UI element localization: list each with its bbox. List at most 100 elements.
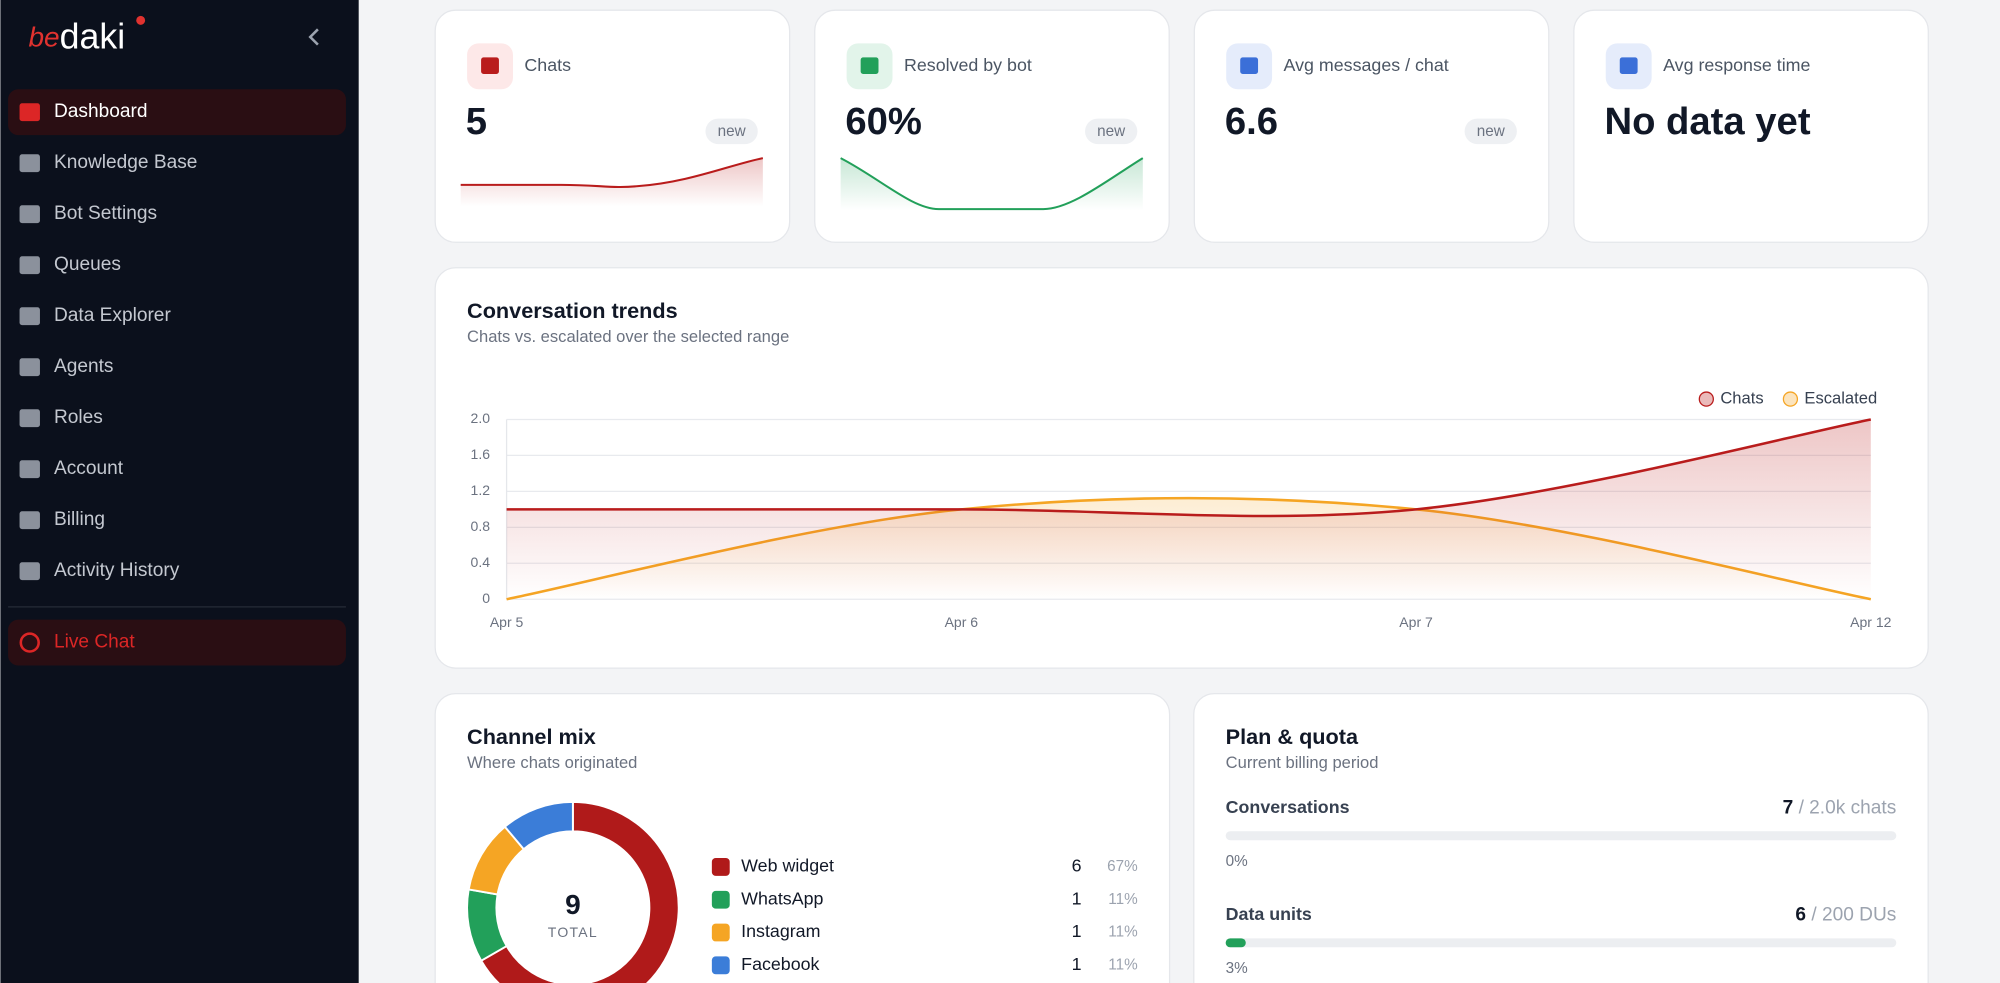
legend-share: 11% <box>1108 924 1138 941</box>
kpi-label: Avg response time <box>1663 55 1810 75</box>
legend-share: 67% <box>1107 858 1138 875</box>
chart-subtitle: Where chats originated <box>467 753 637 772</box>
nav-item[interactable]: Bot Settings <box>54 203 157 224</box>
quota-track <box>1225 938 1897 948</box>
legend-count: 1 <box>1072 921 1082 941</box>
quota-percent: 3% <box>1226 960 1248 977</box>
nav-item[interactable]: Dashboard <box>54 101 148 122</box>
kpi-card <box>814 9 1170 243</box>
collapse-button[interactable] <box>308 28 319 46</box>
kpi-icon <box>860 57 879 74</box>
chart-subtitle: Chats vs. escalated over the selected ra… <box>467 327 789 346</box>
sparkline <box>840 157 1144 211</box>
badge: new <box>1477 123 1506 140</box>
badge-bg <box>1085 118 1138 145</box>
kpi-label: Resolved by bot <box>904 55 1032 75</box>
legend-swatch <box>711 956 730 975</box>
legend-label: Instagram <box>741 921 820 941</box>
donut-segment <box>479 800 680 983</box>
legend-share: 11% <box>1108 891 1138 908</box>
kpi-value: 5 <box>466 100 487 143</box>
badge: new <box>718 123 747 140</box>
nav-icon <box>19 511 40 530</box>
chart-card <box>434 692 1171 983</box>
x-tick-label: Apr 7 <box>1399 614 1433 630</box>
nav-item[interactable]: Account <box>54 458 124 479</box>
badge: new <box>1097 123 1126 140</box>
legend-swatch <box>711 890 730 909</box>
donut-total: 9 <box>565 889 581 920</box>
live-chat[interactable]: Live Chat <box>54 632 135 653</box>
chart-title: Channel mix <box>467 724 596 749</box>
nav-icon <box>19 307 40 326</box>
nav-item[interactable]: Agents <box>54 356 114 377</box>
plan-subtitle: Current billing period <box>1226 753 1379 772</box>
quota-limit: / 200 DUs <box>1811 904 1896 925</box>
legend-label: Facebook <box>741 954 819 974</box>
chart-title: Conversation trends <box>467 298 678 323</box>
donut-segment <box>503 800 574 851</box>
series-area <box>506 419 1871 600</box>
nav-item[interactable]: Knowledge Base <box>54 152 197 173</box>
quota-usage: 7 / 2.0k chats <box>1783 797 1897 818</box>
nav-active-bg <box>8 89 346 136</box>
live-chat-icon <box>19 632 40 653</box>
sidebar <box>0 0 359 983</box>
quota-usage: 6 / 200 DUs <box>1795 904 1896 925</box>
legend-count: 1 <box>1072 888 1082 908</box>
badge-bg <box>705 118 758 145</box>
quota-limit: / 2.0k chats <box>1799 797 1897 818</box>
nav-icon <box>19 460 40 479</box>
quota-percent: 0% <box>1226 853 1248 870</box>
legend-swatch <box>1782 391 1799 407</box>
sparkline <box>460 157 764 189</box>
kpi-label: Avg messages / chat <box>1284 55 1449 75</box>
nav-icon <box>19 409 40 428</box>
quota-used: 7 <box>1783 797 1794 818</box>
nav-item[interactable]: Activity History <box>54 560 180 581</box>
legend-count: 1 <box>1072 954 1082 974</box>
nav-icon <box>19 103 40 122</box>
kpi-icon <box>1240 57 1259 74</box>
legend-label: Web widget <box>741 856 834 876</box>
legend-label: Chats <box>1720 388 1763 407</box>
x-tick-label: Apr 12 <box>1850 614 1891 630</box>
legend-share: 11% <box>1108 956 1138 973</box>
nav-item[interactable]: Data Explorer <box>54 305 171 326</box>
donut-total-label: TOTAL <box>548 924 598 940</box>
quota-used: 6 <box>1795 904 1806 925</box>
x-tick-label: Apr 6 <box>945 614 979 630</box>
series-line <box>506 418 1872 518</box>
kpi-label: Chats <box>524 55 571 75</box>
kpi-card <box>1573 9 1929 243</box>
sparkline-area <box>840 158 1143 211</box>
kpi-value: 6.6 <box>1225 100 1278 143</box>
legend-swatch <box>711 923 730 942</box>
legend-label: WhatsApp <box>741 888 823 908</box>
y-tick-label: 1.6 <box>471 446 491 462</box>
y-tick-label: 0.4 <box>471 554 491 570</box>
nav-icon <box>19 562 40 581</box>
live-chat-bg <box>8 619 346 666</box>
quota-fill <box>1225 938 1246 948</box>
kpi-value: 60% <box>845 100 922 143</box>
nav-icon <box>19 205 40 224</box>
nav-icon <box>19 154 40 173</box>
logo-dot <box>136 15 146 25</box>
kpi-card <box>1193 9 1550 243</box>
nav-item[interactable]: Billing <box>54 509 105 530</box>
nav-item[interactable]: Roles <box>54 407 103 428</box>
y-tick-label: 0 <box>482 590 490 606</box>
y-tick-label: 2.0 <box>471 410 491 426</box>
nav-icon <box>19 256 40 275</box>
nav-item[interactable]: Queues <box>54 254 121 275</box>
kpi-icon <box>481 57 499 74</box>
nav-icon <box>19 358 40 377</box>
legend-label: Escalated <box>1804 388 1877 407</box>
badge-bg <box>1464 118 1517 145</box>
legend-count: 6 <box>1072 856 1082 876</box>
logo-suffix: daki <box>60 17 125 57</box>
y-tick-label: 1.2 <box>471 482 491 498</box>
